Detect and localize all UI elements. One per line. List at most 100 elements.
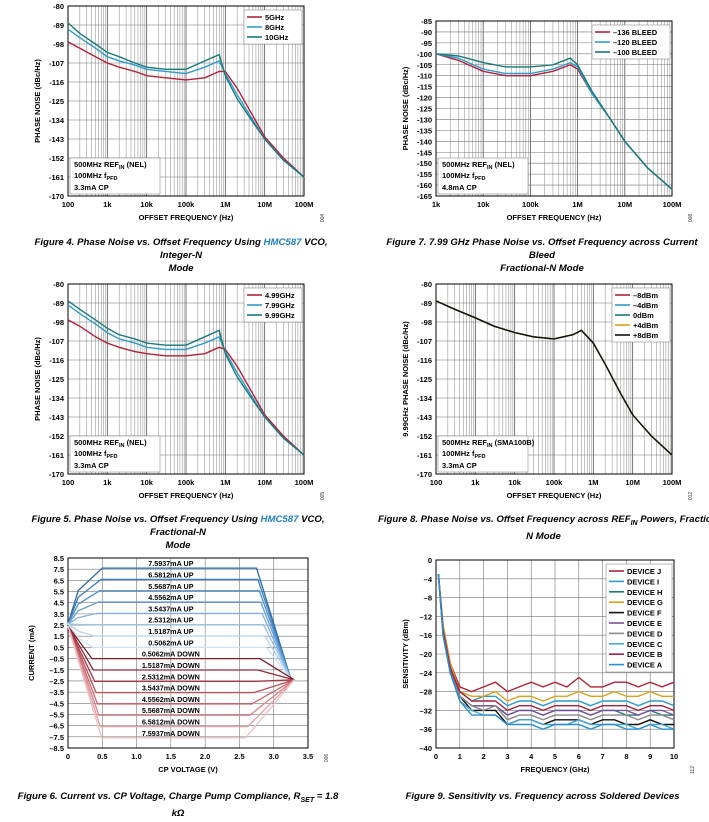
annotation-text: 500MHz REF [442, 438, 487, 447]
down-curve [67, 625, 295, 705]
y-tick-label: –12 [419, 612, 432, 621]
figure-8-chart: -80 -89 -98 -107 -116 -125 -134 -143 -152 -161 -17… [360, 278, 709, 503]
x-axis-label: FREQUENCY (GHz) [520, 765, 590, 774]
legend-entry: 5GHz [265, 13, 284, 22]
series-line [435, 300, 673, 456]
figure-4-chart: -80 -89 -98 -107 -116 -125 -134 -143 -152 -161 -17… [0, 0, 340, 225]
y-tick-label: 5.5 [54, 588, 64, 597]
series-line [437, 574, 675, 730]
up-curve [67, 612, 292, 679]
series-line [437, 574, 674, 726]
legend-entry: –120 BLEED [613, 38, 658, 47]
down-curve-label: 5.5687mA DOWN [142, 706, 200, 715]
plot-frame [67, 557, 309, 749]
figure-id: 005 [320, 492, 326, 501]
up-curve-label: 5.5687mA UP [148, 582, 193, 591]
x-tick-label: 4 [529, 752, 534, 761]
y-tick-label: -98 [421, 318, 432, 327]
annotation-subscript: IN [119, 165, 125, 171]
series-line [437, 574, 675, 693]
y-tick-label: -85 [421, 17, 432, 26]
annotation-text: 500MHz REF [74, 160, 119, 169]
annotation-cp: 3.3mA CP [442, 461, 477, 470]
x-axis-label: CP VOLTAGE (V) [158, 765, 218, 774]
hmc587-link[interactable]: HMC587 [260, 514, 299, 525]
y-tick-label: -134 [49, 116, 65, 125]
x-tick-label: 100 [430, 478, 443, 487]
figure-7-caption: Figure 7. 7.99 GHz Phase Noise vs. Offse… [376, 236, 708, 275]
x-tick-label: 1k [432, 200, 441, 209]
annotation-text: 100MHz f [74, 171, 107, 180]
series-line [67, 28, 305, 178]
y-tick-label: -80 [421, 280, 432, 289]
annotation-ref: 500MHz REFIN (NEL) [442, 160, 515, 171]
legend-entry: 0dBm [633, 311, 654, 320]
y-tick-label: -152 [417, 432, 432, 441]
y-tick-label: -115 [417, 83, 432, 92]
y-tick-label: –0.5 [49, 655, 64, 664]
y-tick-label: –7.5 [49, 733, 64, 742]
legend-entry: 4.99GHz [265, 291, 295, 300]
series-line [437, 574, 674, 730]
y-tick-label: -134 [417, 394, 433, 403]
y-tick-label: -98 [53, 40, 64, 49]
annotation-subscript: IN [119, 443, 125, 449]
x-tick-label: 0 [434, 752, 438, 761]
y-tick-label: 0.5 [54, 643, 64, 652]
figure-id: 008 [688, 214, 694, 223]
x-tick-label: 100k [178, 200, 196, 209]
y-tick-label: –20 [419, 650, 432, 659]
y-tick-label: -107 [49, 59, 64, 68]
legend-entry: +8dBm [633, 331, 659, 340]
up-curve [67, 578, 292, 679]
up-curve-label: 7.5937mA UP [148, 559, 193, 568]
x-tick-label: 100k [546, 478, 564, 487]
x-tick-label: 10 [670, 752, 678, 761]
legend-entry: DEVICE E [627, 619, 662, 628]
y-tick-label: -130 [417, 115, 432, 124]
legend-entry: DEVICE F [627, 609, 662, 618]
legend-entry: –8dBm [633, 291, 658, 300]
annotation-cp: 3.3mA CP [74, 461, 109, 470]
up-curve [67, 590, 292, 679]
caption-text: Mode [168, 263, 194, 274]
up-curve-label: 4.5562mA UP [148, 593, 193, 602]
y-tick-label: -170 [417, 470, 432, 479]
legend-entry: –136 BLEED [613, 28, 658, 37]
y-tick-label: -116 [49, 356, 64, 365]
hmc587-link[interactable]: HMC587 [263, 237, 302, 248]
annotation-box [69, 157, 161, 195]
x-tick-label: 1k [103, 478, 112, 487]
y-tick-label: -89 [53, 21, 64, 30]
x-tick-label: 10k [140, 200, 153, 209]
annotation-subscript: IN [487, 165, 493, 171]
legend-entry: 9.99GHz [265, 311, 295, 320]
annotation-ref: 500MHz REFIN (NEL) [74, 160, 147, 171]
legend-entry: DEVICE D [627, 629, 663, 638]
series-line [67, 22, 305, 178]
y-tick-label: -125 [417, 375, 432, 384]
down-curve-label: 4.5562mA DOWN [142, 695, 200, 704]
up-curve [67, 567, 292, 679]
figure-id: 006 [324, 754, 330, 763]
x-tick-label: 1k [471, 478, 480, 487]
x-tick-label: 5 [553, 752, 557, 761]
figure-4-caption: Figure 4. Phase Noise vs. Offset Frequen… [22, 236, 340, 275]
y-tick-label: -116 [417, 356, 432, 365]
x-tick-label: 100 [62, 478, 75, 487]
annotation-ref: 500MHz REFIN (SMA100B) [442, 438, 535, 449]
caption-text: Figure 6. Current vs. CP Voltage, Charge… [17, 791, 301, 802]
down-curve [67, 625, 295, 694]
x-tick-label: 1M [572, 200, 582, 209]
y-tick-label: –32 [419, 706, 432, 715]
annotation-text: 500MHz REF [74, 438, 119, 447]
y-tick-label: -161 [49, 173, 64, 182]
x-tick-label: 100M [295, 200, 314, 209]
y-tick-label: -143 [417, 413, 432, 422]
y-tick-label: -160 [417, 181, 432, 190]
down-curve [67, 625, 295, 682]
x-tick-label: 3 [505, 752, 509, 761]
x-tick-label: 2 [482, 752, 486, 761]
x-tick-label: 10k [140, 478, 153, 487]
y-tick-label: -105 [417, 61, 432, 70]
